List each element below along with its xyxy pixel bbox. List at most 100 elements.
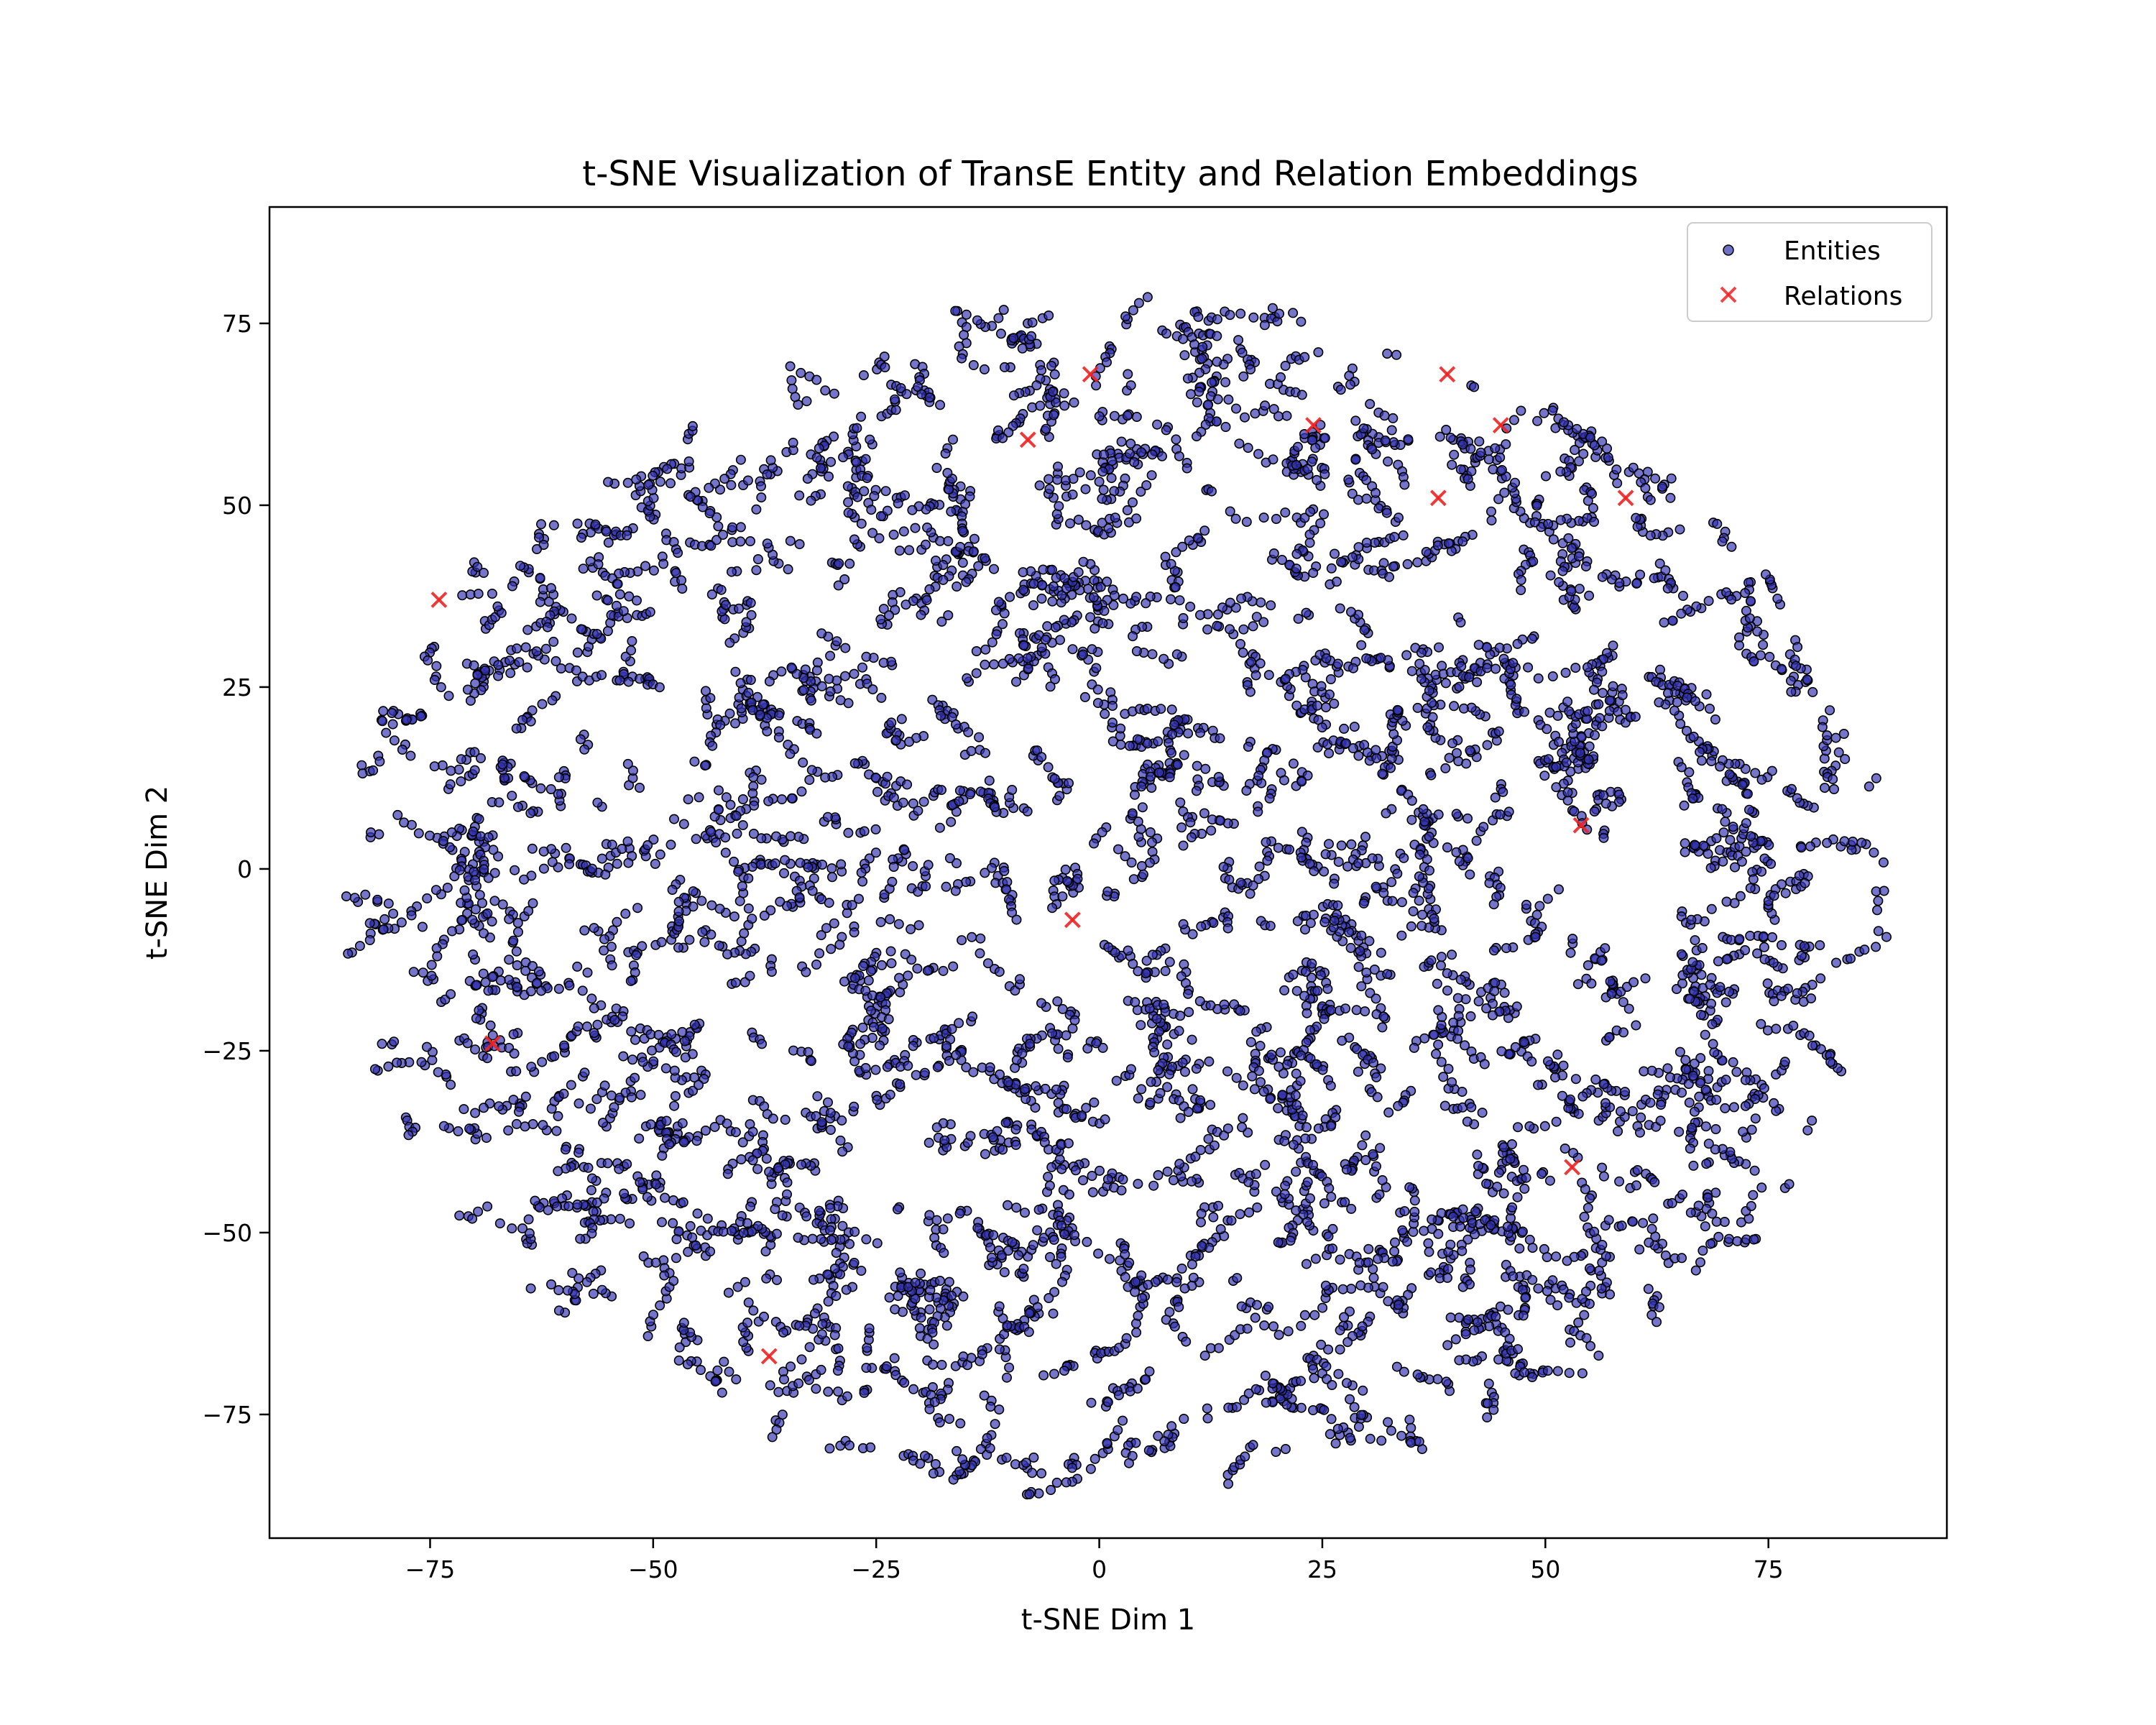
entity-point bbox=[930, 1459, 941, 1470]
entity-point bbox=[808, 1274, 819, 1285]
entity-point bbox=[1054, 791, 1065, 801]
entity-point bbox=[1848, 837, 1858, 847]
entity-point bbox=[1100, 1114, 1110, 1125]
entity-point bbox=[1044, 310, 1054, 321]
entity-point bbox=[1382, 348, 1393, 359]
entity-point bbox=[665, 478, 676, 489]
entity-point bbox=[802, 474, 813, 484]
entity-point bbox=[1036, 998, 1047, 1008]
entity-point bbox=[509, 1048, 520, 1059]
entity-point bbox=[1133, 1310, 1143, 1321]
entity-point bbox=[1822, 837, 1833, 848]
entity-point bbox=[882, 505, 893, 516]
entity-point bbox=[1389, 532, 1400, 543]
entity-point bbox=[1531, 500, 1542, 511]
entity-point bbox=[1404, 1182, 1415, 1192]
entity-point bbox=[1032, 1225, 1043, 1236]
entity-point bbox=[525, 716, 536, 727]
entity-point bbox=[1358, 423, 1369, 434]
entity-point bbox=[1686, 914, 1697, 925]
entity-point bbox=[1711, 1216, 1722, 1227]
entity-point bbox=[1192, 1103, 1202, 1114]
entity-point bbox=[833, 580, 844, 591]
entity-point bbox=[564, 980, 575, 991]
entity-point bbox=[1712, 518, 1723, 529]
entity-point bbox=[1067, 1023, 1078, 1034]
entity-point bbox=[884, 610, 895, 621]
entity-point bbox=[1565, 1337, 1576, 1348]
entity-point bbox=[713, 785, 724, 796]
entity-point bbox=[1010, 1124, 1021, 1135]
entity-point bbox=[834, 939, 845, 950]
entity-point bbox=[1250, 670, 1261, 681]
entity-point bbox=[1351, 1005, 1362, 1016]
entity-point bbox=[785, 361, 796, 372]
entity-point bbox=[1846, 845, 1857, 855]
entity-point bbox=[1313, 1123, 1324, 1134]
entity-point bbox=[693, 1080, 704, 1090]
entity-point bbox=[1554, 737, 1565, 748]
entity-point bbox=[1838, 728, 1849, 739]
entity-point bbox=[1296, 1376, 1307, 1386]
entity-point bbox=[1052, 996, 1063, 1007]
entity-point bbox=[1454, 681, 1465, 692]
entity-point bbox=[1552, 1300, 1563, 1311]
entity-point bbox=[1493, 726, 1504, 737]
entity-point bbox=[1082, 1236, 1092, 1247]
entity-point bbox=[1396, 897, 1407, 908]
entity-point bbox=[966, 745, 977, 756]
entity-point bbox=[856, 868, 867, 878]
entity-point bbox=[1831, 957, 1842, 968]
chart-title: t-SNE Visualization of TransE Entity and… bbox=[582, 154, 1638, 194]
entity-point bbox=[920, 1450, 931, 1461]
entity-point bbox=[745, 970, 755, 981]
entity-point bbox=[1258, 512, 1269, 523]
entity-point bbox=[965, 1131, 976, 1141]
entity-point bbox=[1833, 747, 1844, 758]
entity-point bbox=[989, 564, 1000, 574]
entity-point bbox=[1452, 1034, 1463, 1044]
entity-point bbox=[1011, 1202, 1022, 1213]
entity-point bbox=[1191, 786, 1202, 796]
entity-point bbox=[1399, 852, 1409, 863]
entity-point bbox=[1220, 377, 1231, 387]
entity-point bbox=[487, 588, 497, 599]
entity-point bbox=[1708, 1039, 1718, 1049]
entity-point bbox=[1052, 474, 1063, 485]
entity-point bbox=[931, 1122, 942, 1133]
entity-point bbox=[748, 1305, 759, 1316]
entity-point bbox=[591, 590, 602, 601]
entity-point bbox=[941, 881, 952, 892]
entity-point bbox=[1348, 663, 1359, 673]
entity-point bbox=[782, 1177, 793, 1188]
entity-point bbox=[773, 1163, 783, 1174]
entity-point bbox=[837, 1146, 848, 1157]
entity-point bbox=[1026, 331, 1037, 341]
entity-point bbox=[1027, 317, 1038, 328]
entity-point bbox=[1746, 1124, 1757, 1135]
entity-point bbox=[1132, 1383, 1143, 1394]
entity-point bbox=[737, 820, 748, 831]
entity-point bbox=[1646, 1223, 1657, 1234]
entity-point bbox=[635, 1177, 645, 1187]
entity-point bbox=[1406, 1422, 1416, 1433]
entity-point bbox=[1465, 1264, 1476, 1275]
entity-point bbox=[929, 1397, 940, 1407]
entity-point bbox=[719, 1356, 729, 1367]
entity-point bbox=[1143, 1279, 1153, 1290]
entity-point bbox=[764, 676, 775, 687]
entity-point bbox=[558, 1040, 569, 1051]
entity-point bbox=[806, 765, 817, 776]
entity-point bbox=[988, 1230, 999, 1241]
entity-point bbox=[1872, 905, 1883, 916]
entity-point bbox=[1296, 852, 1307, 863]
entity-point bbox=[1089, 592, 1100, 602]
entity-point bbox=[831, 1248, 842, 1259]
entity-point bbox=[833, 1386, 844, 1397]
entity-point bbox=[1050, 673, 1061, 684]
entity-point bbox=[886, 717, 897, 728]
entity-point bbox=[1449, 701, 1460, 712]
entity-point bbox=[1566, 543, 1577, 553]
entity-point bbox=[1245, 1036, 1256, 1047]
entity-point bbox=[1212, 620, 1222, 631]
